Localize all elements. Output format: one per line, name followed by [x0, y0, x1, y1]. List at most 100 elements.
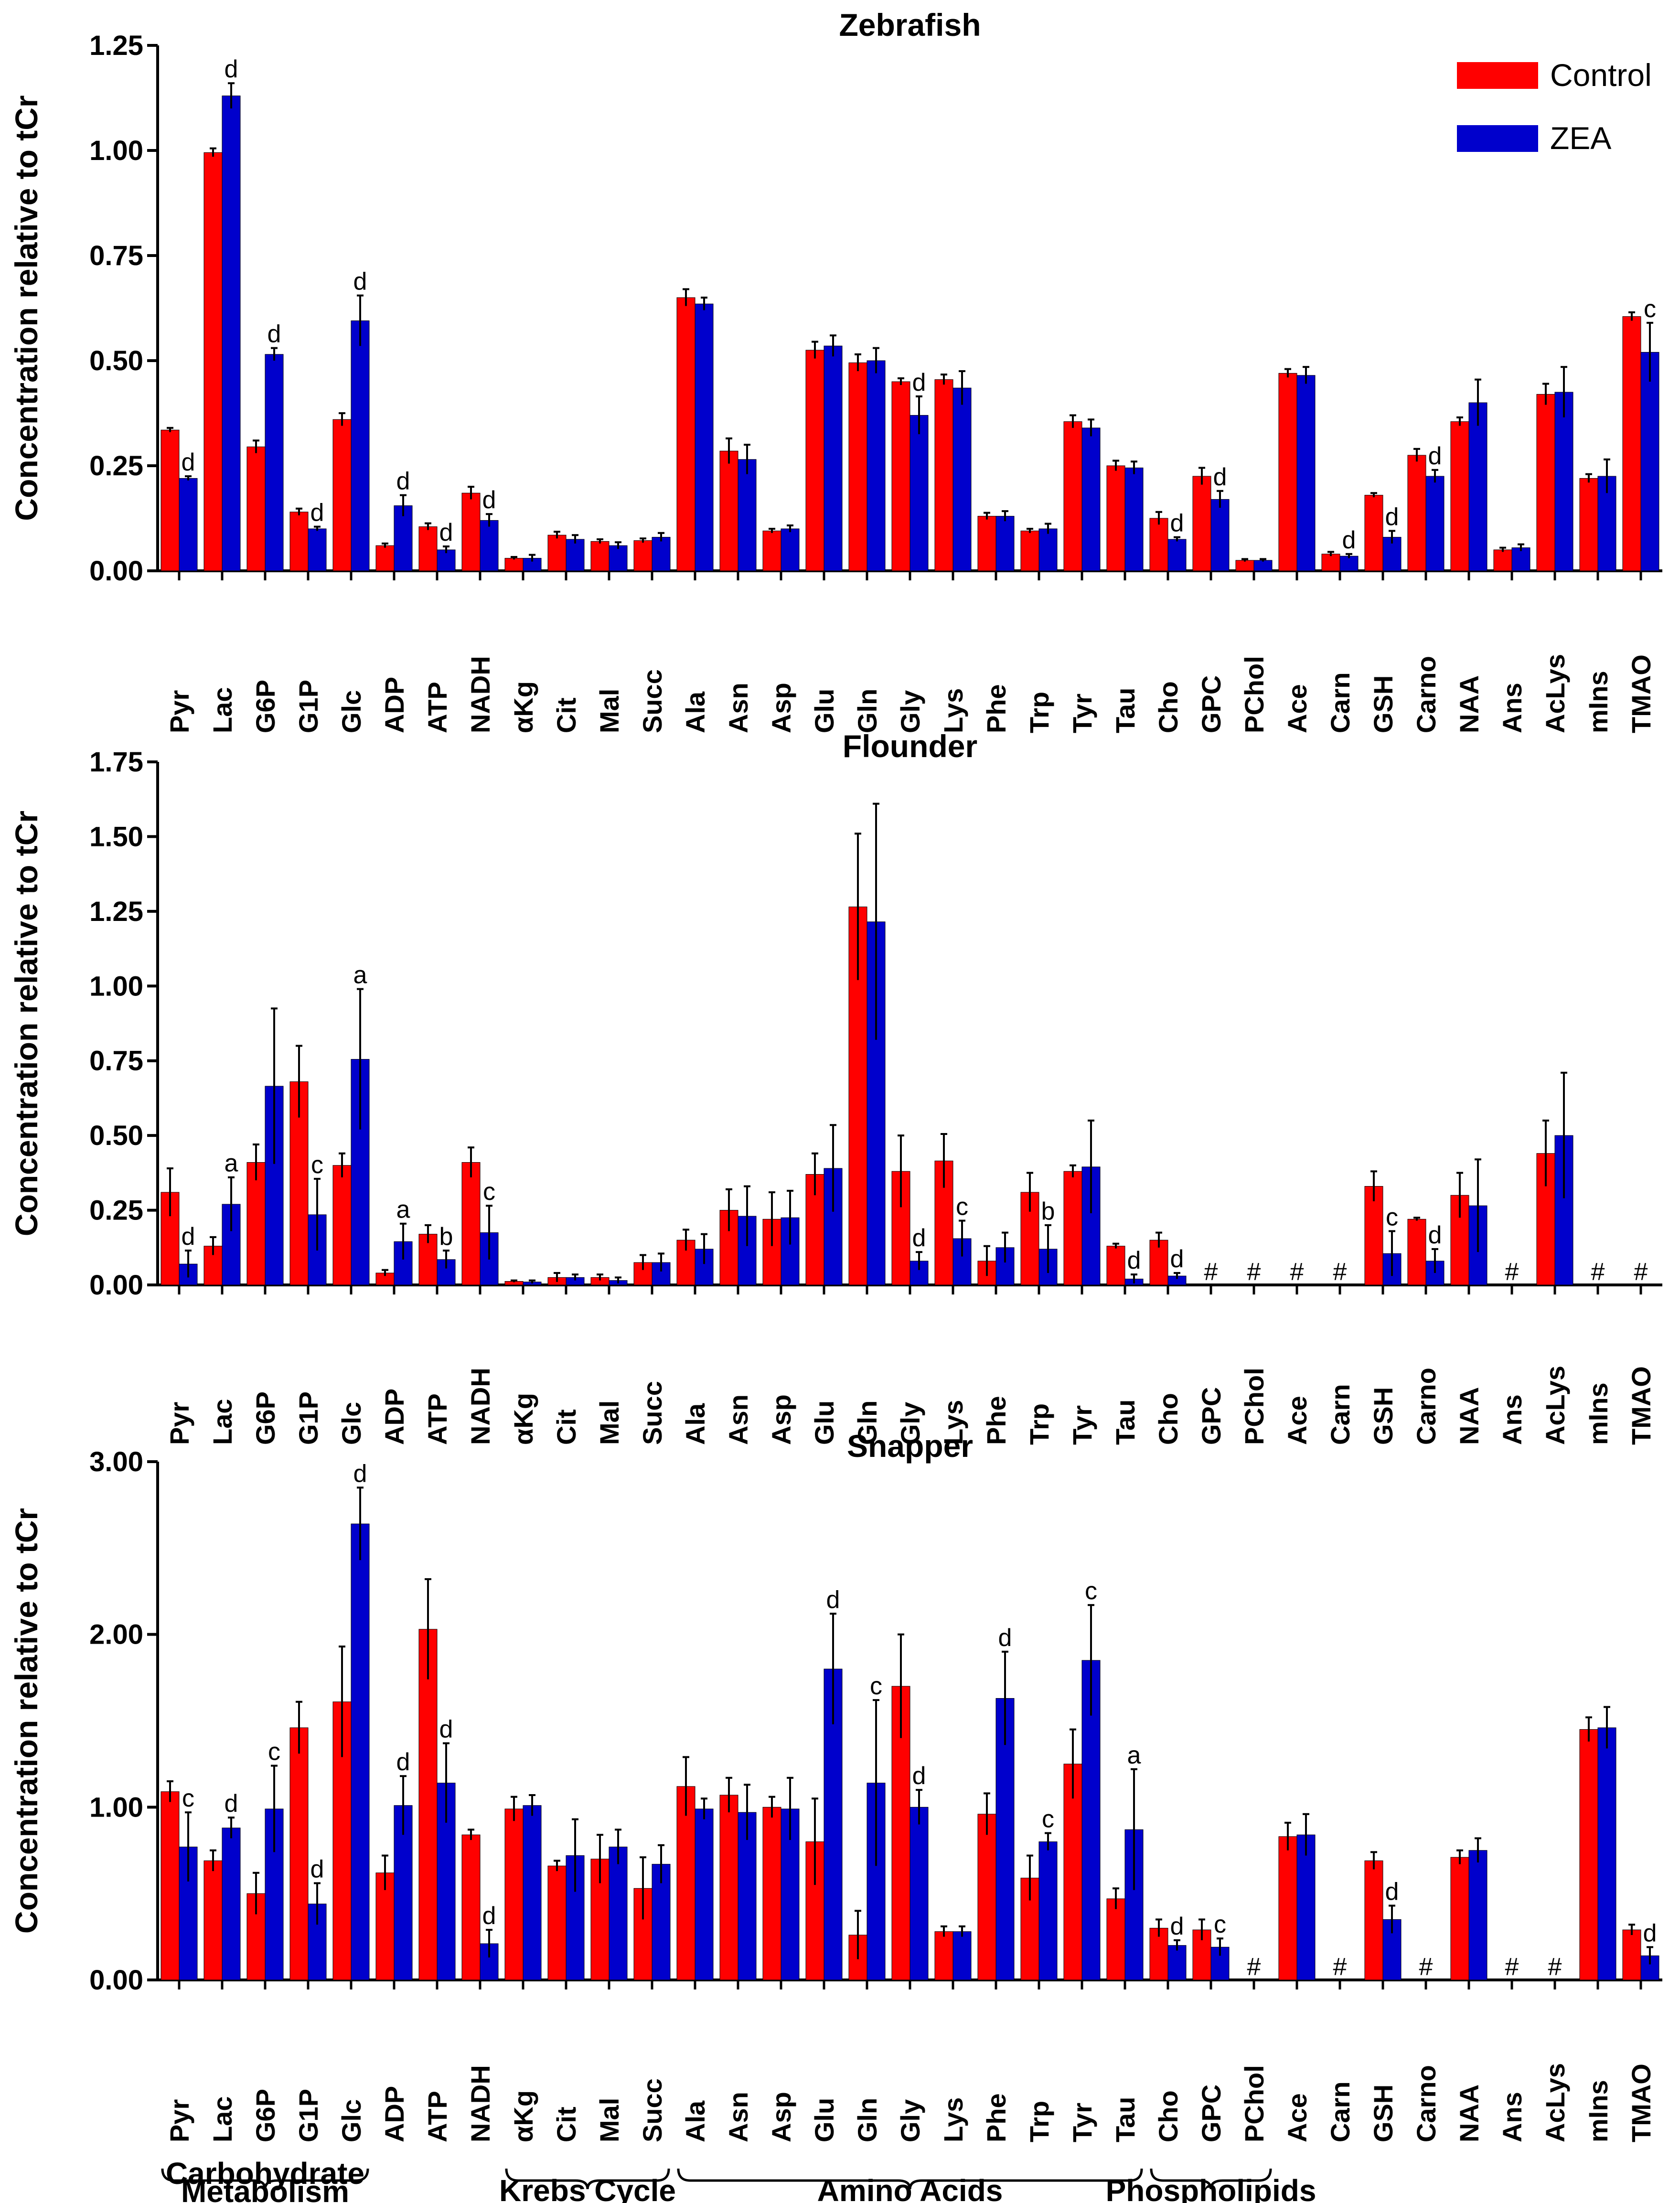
- x-tick-label: Ala: [680, 691, 710, 733]
- not-detected-marker: #: [1548, 1953, 1562, 1981]
- bar-control: [1536, 394, 1555, 571]
- x-tick-label: Pyr: [164, 690, 194, 733]
- bar-zea: [1038, 528, 1058, 571]
- significance-letter: d: [353, 1460, 367, 1487]
- y-tick-label: 1.50: [89, 821, 143, 852]
- significance-letter: d: [1342, 526, 1356, 554]
- significance-letter: d: [396, 1748, 410, 1776]
- x-tick-label: Tyr: [1067, 694, 1097, 733]
- bar-zea: [952, 387, 972, 571]
- significance-letter: d: [225, 1790, 238, 1818]
- not-detected-marker: #: [1290, 1258, 1304, 1286]
- y-tick-label: 0.50: [89, 345, 143, 376]
- bar-zea: [609, 545, 628, 571]
- y-tick-label: 1.00: [89, 135, 143, 166]
- x-tick-label: NADH: [465, 1368, 495, 1445]
- x-tick-label: AcLys: [1540, 654, 1570, 733]
- bar-control: [590, 541, 610, 571]
- bar-control: [161, 1791, 180, 1980]
- bar-zea: [1210, 499, 1230, 571]
- x-tick-label: TMAO: [1626, 654, 1656, 733]
- x-tick-label: Gln: [852, 1401, 882, 1445]
- not-detected-marker: #: [1247, 1953, 1261, 1981]
- x-tick-label: ADP: [379, 1389, 409, 1445]
- bar-control: [1622, 316, 1641, 571]
- x-tick-label: Tyr: [1067, 1405, 1097, 1445]
- bar-control: [676, 297, 696, 571]
- x-tick-label: Gly: [895, 1402, 925, 1445]
- x-tick-label: Gln: [852, 689, 882, 733]
- significance-letter: d: [1170, 1245, 1184, 1273]
- x-tick-label: ATP: [422, 682, 452, 733]
- bar-zea: [609, 1847, 628, 1980]
- x-tick-label: mIns: [1583, 671, 1613, 733]
- not-detected-marker: #: [1204, 1258, 1218, 1286]
- x-tick-label: Glc: [336, 690, 366, 733]
- significance-letter: d: [310, 499, 324, 527]
- significance-letter: d: [182, 1223, 195, 1251]
- significance-letter: d: [1428, 1221, 1442, 1249]
- x-tick-label: Phe: [981, 2093, 1011, 2142]
- bar-zea: [1511, 547, 1530, 571]
- bar-zea: [265, 354, 284, 571]
- significance-letter: d: [225, 55, 238, 83]
- x-tick-label: GPC: [1196, 2085, 1226, 2142]
- x-tick-label: AcLys: [1540, 2063, 1570, 2142]
- x-tick-label: mIns: [1583, 2080, 1613, 2142]
- legend-control-label: Control: [1550, 57, 1652, 93]
- bar-control: [891, 381, 910, 571]
- significance-letter: c: [1644, 295, 1656, 323]
- y-axis-title: Concentration relative to tCr: [9, 1508, 44, 1934]
- bar-control: [1106, 465, 1125, 571]
- significance-letter: a: [396, 1196, 410, 1224]
- x-tick-label: G1P: [293, 680, 323, 733]
- x-tick-label: Gly: [895, 690, 925, 733]
- bar-control: [375, 545, 395, 571]
- significance-letter: d: [482, 1902, 496, 1930]
- x-tick-label: Pyr: [164, 1402, 194, 1445]
- bar-control: [1364, 1186, 1383, 1285]
- x-tick-label: G1P: [293, 2089, 323, 2142]
- x-tick-label: Cit: [551, 697, 581, 733]
- bar-zea: [652, 537, 671, 571]
- y-tick-label: 1.25: [89, 896, 143, 927]
- x-tick-label: Ala: [680, 2100, 710, 2142]
- bar-control: [1407, 455, 1426, 571]
- bar-control: [547, 535, 567, 571]
- bar-zea: [1468, 402, 1487, 571]
- significance-letter: d: [1428, 442, 1442, 470]
- bar-control: [246, 446, 266, 571]
- x-tick-label: Carn: [1325, 672, 1355, 733]
- x-tick-label: Ace: [1282, 684, 1312, 733]
- significance-letter: c: [311, 1151, 323, 1179]
- bar-control: [1106, 1898, 1125, 1980]
- bar-control: [1106, 1246, 1125, 1285]
- bar-zea: [1296, 1834, 1316, 1980]
- x-tick-label: Phe: [981, 1396, 1011, 1445]
- panel-flounder: Flounder Concentration relative to tCr 0.0…: [9, 728, 1662, 1445]
- x-tick-label: αKg: [508, 2090, 538, 2142]
- y-tick-label: 0.75: [89, 1046, 143, 1077]
- x-tick-label: Ace: [1282, 1396, 1312, 1445]
- significance-letter: d: [1170, 1913, 1184, 1940]
- bar-zea: [351, 320, 370, 571]
- bar-control: [1579, 1729, 1598, 1980]
- x-tick-label: GSH: [1368, 1387, 1398, 1445]
- bar-zea: [738, 1812, 757, 1980]
- x-tick-label: PChol: [1239, 2065, 1269, 2142]
- bar-control: [1278, 1836, 1297, 1980]
- y-tick-label: 0.75: [89, 240, 143, 271]
- bar-control: [203, 1860, 223, 1980]
- bar-control: [848, 362, 867, 571]
- y-tick-label: 3.00: [89, 1446, 143, 1477]
- significance-letter: b: [1041, 1198, 1055, 1225]
- y-tick-label: 0.00: [89, 1965, 143, 1996]
- x-tick-label: Tyr: [1067, 2103, 1097, 2142]
- bar-control: [375, 1872, 395, 1980]
- bar-zea: [523, 1805, 542, 1980]
- x-tick-label: Lys: [938, 1400, 968, 1445]
- group-label: Krebs Cycle: [499, 2173, 676, 2203]
- bar-control: [762, 1807, 781, 1980]
- bar-control: [1020, 1878, 1039, 1980]
